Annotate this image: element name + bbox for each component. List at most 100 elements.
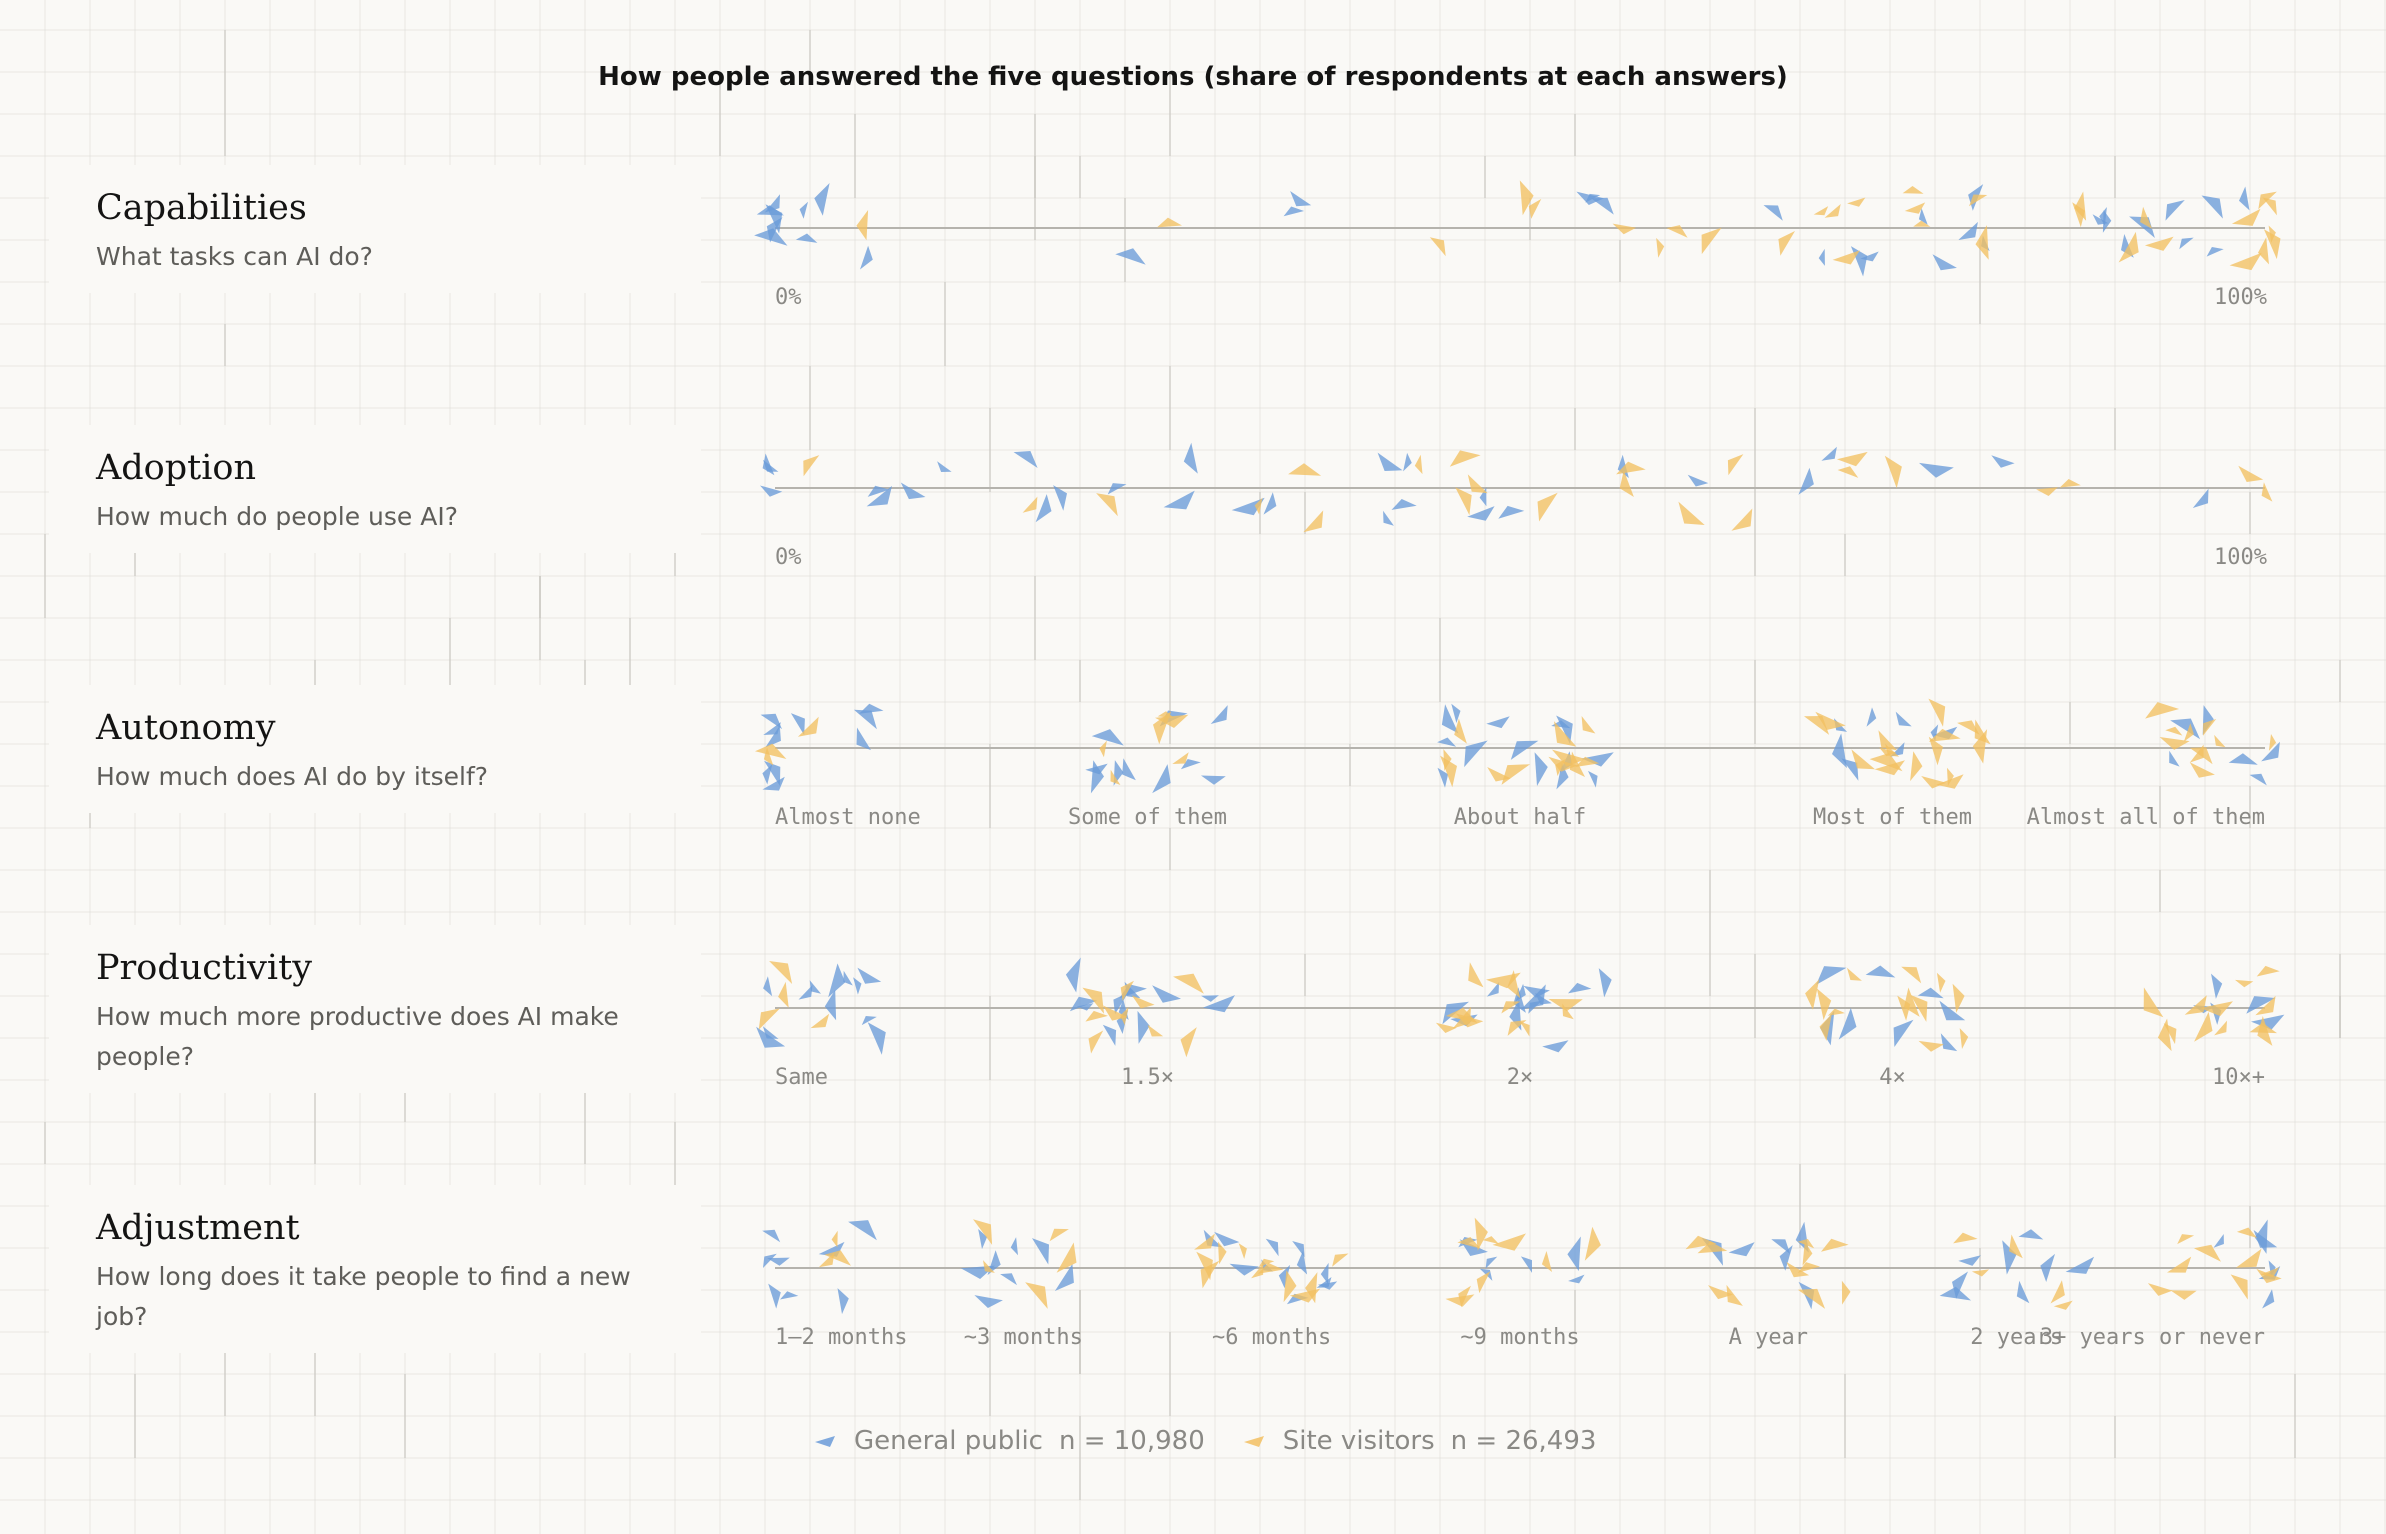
point-general-public (1124, 981, 1141, 999)
point-site-visitors (1501, 764, 1531, 785)
point-site-visitors (1678, 501, 1705, 525)
point-general-public (766, 217, 783, 243)
point-site-visitors (1685, 1235, 1717, 1250)
point-site-visitors (1194, 1233, 1215, 1250)
point-general-public (2192, 488, 2209, 508)
row-label-capabilities: Capabilities What tasks can AI do? (49, 165, 701, 293)
point-general-public (1163, 490, 1195, 510)
point-general-public (2268, 1260, 2276, 1278)
point-general-public (1728, 1242, 1755, 1257)
point-site-visitors (778, 981, 789, 1008)
point-site-visitors (769, 961, 793, 984)
point-site-visitors (1910, 751, 1923, 782)
point-general-public (763, 976, 773, 997)
point-general-public (1834, 718, 1848, 732)
point-site-visitors (2183, 723, 2194, 742)
point-site-visitors (1897, 995, 1911, 1021)
point-general-public (856, 727, 871, 751)
point-general-public (2040, 1253, 2055, 1282)
point-site-visitors (1726, 1284, 1743, 1306)
point-general-public (1893, 1019, 1914, 1047)
point-general-public (1515, 983, 1526, 1002)
point-site-visitors (1528, 198, 1542, 219)
row-question-autonomy: How much does AI do by itself? (96, 762, 489, 791)
point-general-public (1320, 1262, 1329, 1284)
point-site-visitors (1455, 487, 1472, 516)
point-site-visitors (1548, 999, 1583, 1012)
point-general-public (861, 1016, 877, 1026)
point-site-visitors (1303, 510, 1324, 533)
point-site-visitors (1778, 231, 1795, 256)
point-general-public (2002, 1240, 2017, 1275)
point-general-public (1576, 191, 1604, 205)
point-site-visitors (2257, 1016, 2273, 1046)
point-general-public (1930, 724, 1939, 742)
point-site-visitors (1283, 1270, 1297, 1303)
tick-label-productivity: Same (775, 1065, 828, 1090)
point-general-public (828, 963, 846, 998)
point-site-visitors (1131, 995, 1155, 1009)
point-general-public (762, 764, 773, 785)
point-site-visitors (1541, 1251, 1552, 1272)
tick-label-capabilities: 0% (775, 285, 802, 310)
point-site-visitors (1813, 206, 1829, 216)
point-site-visitors (1816, 988, 1832, 1020)
row-question-adjustment: How long does it take people to find a n… (96, 1262, 631, 1331)
point-site-visitors (1487, 767, 1511, 782)
point-general-public (1818, 248, 1825, 266)
point-general-public (1383, 510, 1394, 526)
point-site-visitors (2053, 1300, 2073, 1310)
point-site-visitors (755, 743, 787, 759)
row-name-capabilities: Capabilities (96, 188, 307, 228)
point-site-visitors (1082, 987, 1104, 1014)
point-site-visitors (2230, 1274, 2248, 1300)
point-general-public (1053, 485, 1067, 511)
tick-label-autonomy: Almost all of them (2027, 805, 2265, 830)
point-site-visitors (824, 1250, 851, 1266)
point-site-visitors (1584, 1226, 1601, 1261)
point-general-public (1013, 451, 1038, 468)
point-site-visitors (1022, 496, 1038, 513)
tick-label-capabilities: 100% (2214, 285, 2267, 310)
point-site-visitors (1537, 492, 1558, 522)
point-site-visitors (2143, 987, 2164, 1018)
point-general-public (2065, 1256, 2095, 1274)
point-site-visitors (1238, 1243, 1247, 1259)
point-general-public (974, 1295, 1003, 1308)
row-label-productivity: Productivity How much more productive doe… (49, 925, 701, 1093)
point-site-visitors (2256, 965, 2280, 977)
point-site-visitors (1173, 973, 1204, 994)
point-site-visitors (1196, 1251, 1213, 1281)
point-general-public (867, 485, 890, 497)
point-general-public (1137, 1010, 1150, 1044)
tick-label-productivity: 4× (1879, 1065, 1906, 1090)
point-site-visitors (1841, 1280, 1851, 1305)
point-general-public (2102, 210, 2112, 233)
point-site-visitors (1435, 1022, 1457, 1033)
point-site-visitors (2262, 197, 2277, 216)
point-general-public (866, 485, 892, 507)
point-general-public (798, 985, 813, 1000)
point-general-public (1591, 197, 1614, 215)
point-general-public (1535, 992, 1552, 1005)
point-general-public (1598, 968, 1612, 998)
point-site-visitors (1928, 736, 1943, 766)
point-site-visitors (2260, 1267, 2280, 1278)
point-general-public (1265, 1238, 1279, 1257)
point-general-public (1523, 985, 1550, 998)
point-general-public (1939, 1286, 1972, 1301)
point-general-public (1113, 992, 1129, 1015)
point-site-visitors (1815, 711, 1846, 730)
point-site-visitors (1819, 1014, 1832, 1041)
point-site-visitors (1972, 729, 1988, 764)
point-general-public (837, 1288, 849, 1315)
point-general-public (824, 989, 837, 1021)
point-site-visitors (1449, 450, 1481, 467)
point-site-visitors (1099, 740, 1107, 758)
point-general-public (1085, 763, 1108, 775)
point-general-public (860, 245, 873, 270)
point-general-public (1542, 1040, 1569, 1053)
point-site-visitors (2189, 747, 2213, 765)
tick-label-productivity: 1.5× (1121, 1065, 1174, 1090)
point-site-visitors (1454, 718, 1467, 744)
